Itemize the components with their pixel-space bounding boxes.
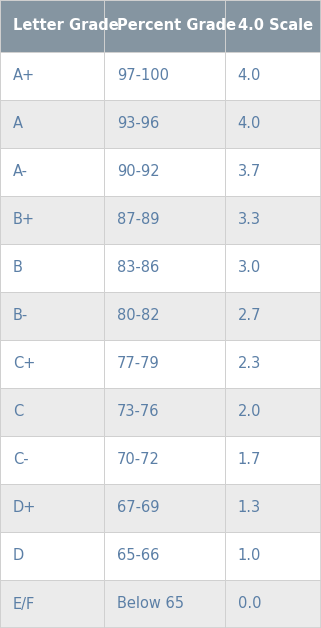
Bar xyxy=(225,436,321,484)
Bar xyxy=(104,148,225,196)
Text: 0.0: 0.0 xyxy=(238,597,261,612)
Bar xyxy=(225,340,321,388)
Text: 83-86: 83-86 xyxy=(117,261,160,276)
Bar xyxy=(104,292,225,340)
Bar xyxy=(0,436,104,484)
Text: 3.7: 3.7 xyxy=(238,165,261,180)
Text: 3.0: 3.0 xyxy=(238,261,261,276)
Bar xyxy=(225,148,321,196)
Text: C+: C+ xyxy=(13,357,35,372)
Bar xyxy=(0,532,104,580)
Text: 3.3: 3.3 xyxy=(238,212,261,227)
Text: 90-92: 90-92 xyxy=(117,165,160,180)
Bar xyxy=(104,436,225,484)
Text: E/F: E/F xyxy=(13,597,35,612)
Bar xyxy=(0,340,104,388)
Bar xyxy=(0,52,104,100)
Text: 1.7: 1.7 xyxy=(238,453,261,467)
Bar xyxy=(225,388,321,436)
Text: B: B xyxy=(13,261,23,276)
Text: D+: D+ xyxy=(13,501,36,516)
Text: 2.3: 2.3 xyxy=(238,357,261,372)
Bar xyxy=(104,580,225,628)
Bar xyxy=(225,0,321,52)
Bar xyxy=(0,196,104,244)
Text: A+: A+ xyxy=(13,68,35,84)
Text: 73-76: 73-76 xyxy=(117,404,160,420)
Bar xyxy=(225,580,321,628)
Text: 93-96: 93-96 xyxy=(117,117,160,131)
Bar xyxy=(104,484,225,532)
Text: Letter Grade: Letter Grade xyxy=(13,18,118,33)
Text: 2.7: 2.7 xyxy=(238,308,261,323)
Bar xyxy=(104,340,225,388)
Bar xyxy=(104,100,225,148)
Text: 4.0 Scale: 4.0 Scale xyxy=(238,18,313,33)
Bar xyxy=(0,484,104,532)
Text: B-: B- xyxy=(13,308,28,323)
Text: A: A xyxy=(13,117,23,131)
Bar xyxy=(0,100,104,148)
Text: 4.0: 4.0 xyxy=(238,68,261,84)
Text: 2.0: 2.0 xyxy=(238,404,261,420)
Text: 77-79: 77-79 xyxy=(117,357,160,372)
Bar xyxy=(104,0,225,52)
Bar xyxy=(104,532,225,580)
Bar xyxy=(225,532,321,580)
Bar xyxy=(225,292,321,340)
Bar xyxy=(225,484,321,532)
Bar xyxy=(104,244,225,292)
Bar xyxy=(0,292,104,340)
Bar xyxy=(0,148,104,196)
Text: 1.0: 1.0 xyxy=(238,548,261,563)
Text: Percent Grade: Percent Grade xyxy=(117,18,236,33)
Bar xyxy=(104,196,225,244)
Text: 87-89: 87-89 xyxy=(117,212,160,227)
Text: 80-82: 80-82 xyxy=(117,308,160,323)
Text: 67-69: 67-69 xyxy=(117,501,160,516)
Bar xyxy=(0,388,104,436)
Bar xyxy=(0,244,104,292)
Text: Below 65: Below 65 xyxy=(117,597,184,612)
Text: D: D xyxy=(13,548,24,563)
Text: 65-66: 65-66 xyxy=(117,548,160,563)
Bar xyxy=(225,100,321,148)
Bar xyxy=(104,388,225,436)
Bar xyxy=(225,196,321,244)
Bar xyxy=(104,52,225,100)
Text: C: C xyxy=(13,404,23,420)
Text: A-: A- xyxy=(13,165,28,180)
Text: C-: C- xyxy=(13,453,29,467)
Text: 4.0: 4.0 xyxy=(238,117,261,131)
Text: 70-72: 70-72 xyxy=(117,453,160,467)
Bar xyxy=(225,52,321,100)
Bar xyxy=(0,0,104,52)
Text: 97-100: 97-100 xyxy=(117,68,169,84)
Bar xyxy=(225,244,321,292)
Text: B+: B+ xyxy=(13,212,35,227)
Bar xyxy=(0,580,104,628)
Text: 1.3: 1.3 xyxy=(238,501,261,516)
